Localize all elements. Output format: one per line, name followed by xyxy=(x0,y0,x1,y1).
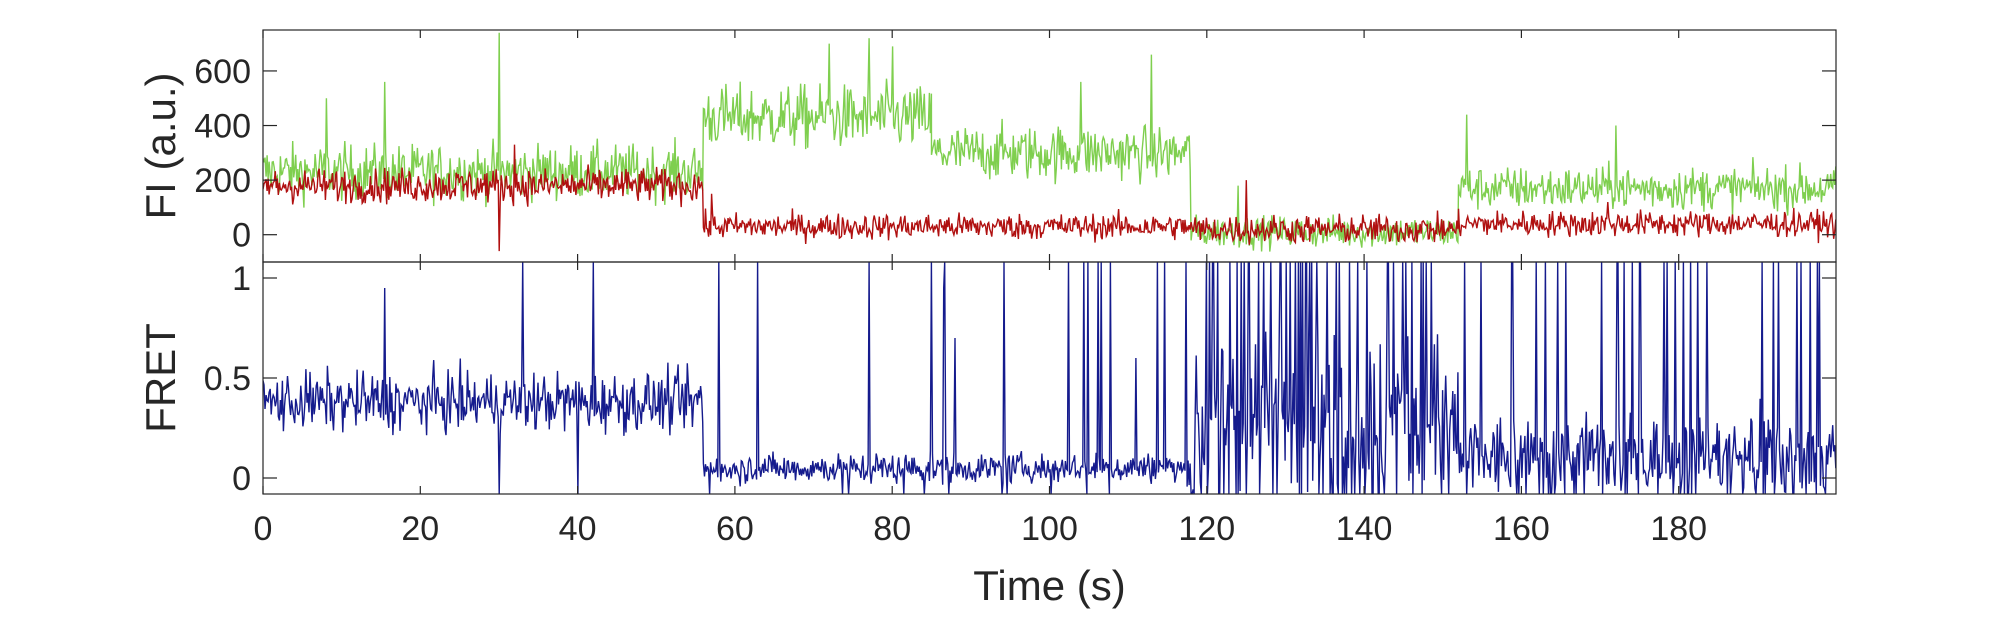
fluorescence-ytick-label: 0 xyxy=(232,217,251,255)
fret-panel: 0 0.5 1 0 20 40 60 80 100 120 140 160 180 FRET Time (s… xyxy=(137,260,1837,609)
fluorescence-panel: 0 200 400 600 FI (a.u.) xyxy=(137,29,1837,263)
fluorescence-ytick-label: 600 xyxy=(194,53,251,91)
fluorescence-ytick-label: 200 xyxy=(194,162,251,200)
fluorescence-series-2-line xyxy=(263,144,1836,252)
fret-ytick-label: 0 xyxy=(232,460,251,498)
fret-series-1-line xyxy=(263,262,1836,494)
fluorescence-ylabel: FI (a.u.) xyxy=(137,72,184,219)
x-tick-label: 120 xyxy=(1178,510,1235,548)
x-tick-label: 80 xyxy=(873,510,911,548)
x-tick-label: 160 xyxy=(1493,510,1550,548)
x-axis-label: Time (s) xyxy=(973,562,1125,609)
x-tick-label: 40 xyxy=(559,510,597,548)
fluorescence-ytick-label: 400 xyxy=(194,108,251,146)
x-tick-label: 140 xyxy=(1336,510,1393,548)
x-tick-label: 180 xyxy=(1650,510,1707,548)
fret-ytick-label: 1 xyxy=(232,260,251,298)
fret-ytick-label: 0.5 xyxy=(204,360,251,398)
fret-ylabel: FRET xyxy=(137,323,184,433)
x-tick-label: 20 xyxy=(401,510,439,548)
fluorescence-series-1-line xyxy=(263,32,1836,252)
x-tick-label: 0 xyxy=(254,510,273,548)
x-tick-label: 100 xyxy=(1021,510,1078,548)
x-tick-label: 60 xyxy=(716,510,754,548)
